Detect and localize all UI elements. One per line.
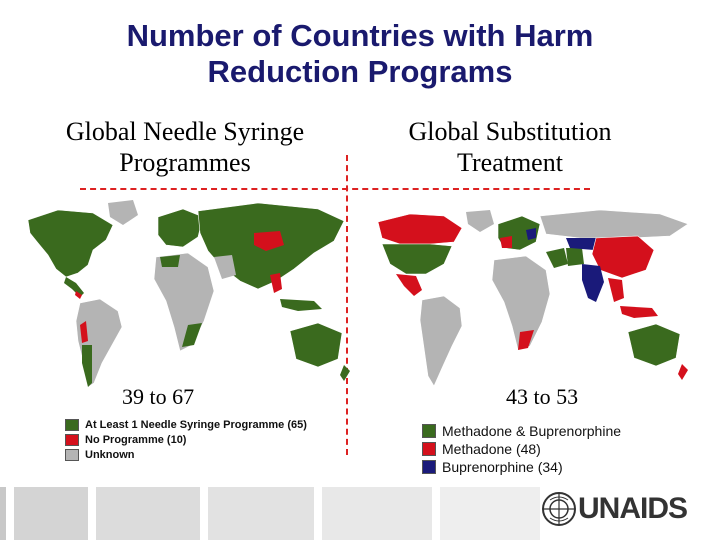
- right-heading-line-2: Treatment: [457, 148, 563, 177]
- left-legend-label: At Least 1 Needle Syringe Programme (65): [85, 418, 307, 431]
- iran-shape: [566, 248, 584, 266]
- right-legend: Methadone & Buprenorphine Methadone (48)…: [422, 422, 621, 476]
- indonesia-shape-2: [620, 306, 658, 318]
- africa-green-shape: [182, 323, 202, 347]
- middle-east-gray-shape: [214, 255, 236, 279]
- right-legend-label: Methadone (48): [442, 441, 541, 457]
- europe-shape: [157, 208, 204, 248]
- greenland-shape: [108, 200, 138, 225]
- central-america-red-shape: [75, 291, 82, 299]
- left-legend-swatch-green: [65, 418, 79, 431]
- footer-bar: [96, 487, 200, 540]
- title-line-2: Reduction Programs: [207, 54, 513, 89]
- mexico-shape: [396, 274, 422, 296]
- south-america-shape-2: [419, 295, 463, 387]
- right-heading: Global Substitution Treatment: [370, 116, 650, 178]
- indonesia-shape: [280, 299, 322, 311]
- southeast-asia-shape: [608, 278, 624, 302]
- left-legend-item: No Programme (10): [65, 432, 307, 447]
- slide-title: Number of Countries with Harm Reduction …: [0, 18, 720, 90]
- right-legend-swatch-green: [422, 424, 436, 438]
- logo-wordmark: UNAIDS: [578, 492, 688, 525]
- footer-bar: [440, 487, 540, 540]
- title-line-1: Number of Countries with Harm: [126, 18, 594, 53]
- africa-red-shape: [518, 330, 534, 350]
- left-heading-line-1: Global Needle Syringe: [65, 117, 305, 146]
- north-america-shape: [27, 209, 114, 278]
- usa-shape: [381, 243, 453, 275]
- south-america-shape: [75, 298, 123, 388]
- asia-red-south-shape: [270, 273, 282, 293]
- footer-decoration: [0, 487, 548, 540]
- south-america-green-shape: [82, 345, 92, 387]
- central-america-shape: [64, 277, 84, 297]
- vertical-divider: [346, 155, 348, 455]
- right-legend-swatch-red: [422, 442, 436, 456]
- right-legend-label: Methadone & Buprenorphine: [442, 423, 622, 439]
- greenland-shape-2: [466, 210, 494, 232]
- right-legend-item: Methadone (48): [422, 440, 621, 458]
- needle-syringe-map: [27, 200, 350, 388]
- canada-shape: [377, 213, 463, 245]
- africa-shape-2: [491, 255, 551, 351]
- right-heading-line-1: Global Substitution: [408, 117, 612, 146]
- footer-bar: [208, 487, 314, 540]
- un-emblem-icon: [542, 492, 576, 526]
- middle-east-shape: [546, 248, 568, 268]
- left-heading-line-2: Programmes: [119, 148, 251, 177]
- left-legend-swatch-gray: [65, 448, 79, 461]
- footer-bar: [322, 487, 432, 540]
- right-legend-item: Buprenorphine (34): [422, 458, 621, 476]
- new-zealand-shape-2: [678, 364, 688, 380]
- africa-north-green-shape: [160, 255, 180, 267]
- india-shape: [582, 264, 604, 302]
- left-legend-item: Unknown: [65, 447, 307, 462]
- substitution-treatment-map: [377, 209, 689, 387]
- footer-bar: [14, 487, 88, 540]
- europe-red-shape: [500, 236, 512, 248]
- right-legend-label: Buprenorphine (34): [442, 459, 563, 475]
- europe-navy-shape: [526, 228, 536, 240]
- china-shape: [591, 235, 655, 279]
- left-heading: Global Needle Syringe Programmes: [40, 116, 330, 178]
- australia-shape: [289, 322, 343, 368]
- russia-shape: [539, 209, 689, 239]
- right-range-label: 43 to 53: [506, 384, 579, 409]
- central-asia-shape: [566, 238, 596, 250]
- right-legend-swatch-navy: [422, 460, 436, 474]
- left-legend-swatch-red: [65, 433, 79, 446]
- left-legend-label: Unknown: [85, 448, 135, 461]
- footer-bar: [0, 487, 6, 540]
- asia-red-shape: [254, 231, 284, 251]
- left-legend: At Least 1 Needle Syringe Programme (65)…: [65, 417, 307, 462]
- left-legend-item: At Least 1 Needle Syringe Programme (65): [65, 417, 307, 432]
- africa-shape: [153, 252, 215, 352]
- right-legend-item: Methadone & Buprenorphine: [422, 422, 621, 440]
- left-legend-label: No Programme (10): [85, 433, 187, 446]
- unaids-logo: UNAIDS: [540, 490, 688, 528]
- australia-shape-2: [627, 323, 681, 367]
- south-america-red-shape: [80, 321, 88, 343]
- left-range-label: 39 to 67: [122, 384, 195, 409]
- new-zealand-shape: [340, 365, 350, 381]
- horizontal-divider: [80, 188, 590, 190]
